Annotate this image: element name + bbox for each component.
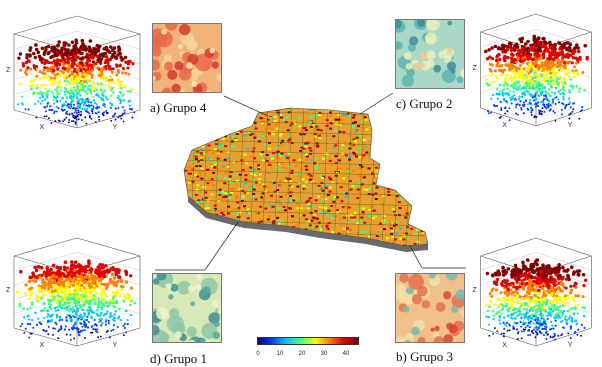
label-grupo-4: a) Grupo 4	[150, 100, 206, 116]
thumbnail-grupo-4	[152, 23, 222, 93]
svg-text:X: X	[502, 122, 507, 129]
point-cloud-cube-grupo-4: Z X Y	[2, 6, 152, 146]
label-grupo-3: b) Grupo 3	[396, 349, 453, 365]
colorbar-tick: 40	[343, 351, 350, 357]
svg-text:Z: Z	[6, 67, 11, 74]
colorbar-tick: 0	[256, 351, 259, 357]
colorbar-tick: 10	[277, 351, 284, 357]
svg-text:Z: Z	[6, 287, 11, 294]
svg-text:Y: Y	[113, 124, 118, 131]
thumbnail-grupo-2	[395, 19, 465, 89]
label-grupo-1: d) Grupo 1	[150, 351, 207, 367]
svg-text:Z: Z	[473, 65, 478, 72]
colorbar-tick: 20	[299, 351, 306, 357]
svg-text:X: X	[40, 342, 45, 349]
label-grupo-2: c) Grupo 2	[396, 96, 452, 112]
thumbnail-grupo-1	[152, 273, 222, 343]
point-cloud-cube-grupo-3: Z X Y	[470, 228, 602, 364]
point-cloud-cube-grupo-2: Z X Y	[470, 4, 602, 144]
thumbnail-grupo-3	[395, 273, 465, 343]
svg-text:X: X	[502, 342, 507, 349]
svg-text:X: X	[40, 124, 45, 131]
colorbar-tick: 30	[321, 351, 328, 357]
point-cloud-cube-grupo-1: Z X Y	[2, 228, 152, 364]
svg-text:Y: Y	[113, 342, 118, 349]
svg-text:Y: Y	[568, 122, 573, 129]
svg-text:Y: Y	[568, 342, 573, 349]
color-scale-bar	[257, 337, 359, 345]
svg-text:Z: Z	[473, 287, 478, 294]
